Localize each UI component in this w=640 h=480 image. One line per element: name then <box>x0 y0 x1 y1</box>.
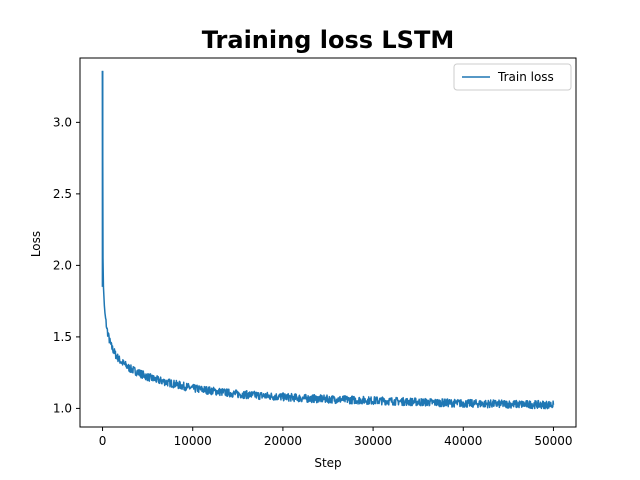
plot-area: 0 10000 20000 30000 40000 50000 1.0 1.5 2.0 2.5 3.… <box>53 57 577 448</box>
x-tick-label: 20000 <box>264 434 302 448</box>
y-tick-label: 1.5 <box>53 330 72 344</box>
axes-frame <box>79 57 577 428</box>
chart-title: Training loss LSTM <box>202 26 454 54</box>
legend-label: Train loss <box>497 70 554 84</box>
x-tick-label: 10000 <box>174 434 212 448</box>
legend-box <box>453 63 572 91</box>
y-tick-label: 1.0 <box>53 401 72 415</box>
y-axis-label: Loss <box>29 231 43 257</box>
x-tick-label: 30000 <box>354 434 392 448</box>
y-tick-label: 2.0 <box>53 258 72 272</box>
x-tick-label: 50000 <box>534 434 572 448</box>
x-tick-label: 40000 <box>444 434 482 448</box>
x-tick-label: 0 <box>99 434 107 448</box>
y-tick-label: 3.0 <box>53 115 72 129</box>
series-line-train-loss <box>101 70 555 410</box>
x-axis-label: Step <box>314 456 341 470</box>
y-tick-label: 2.5 <box>53 187 72 201</box>
